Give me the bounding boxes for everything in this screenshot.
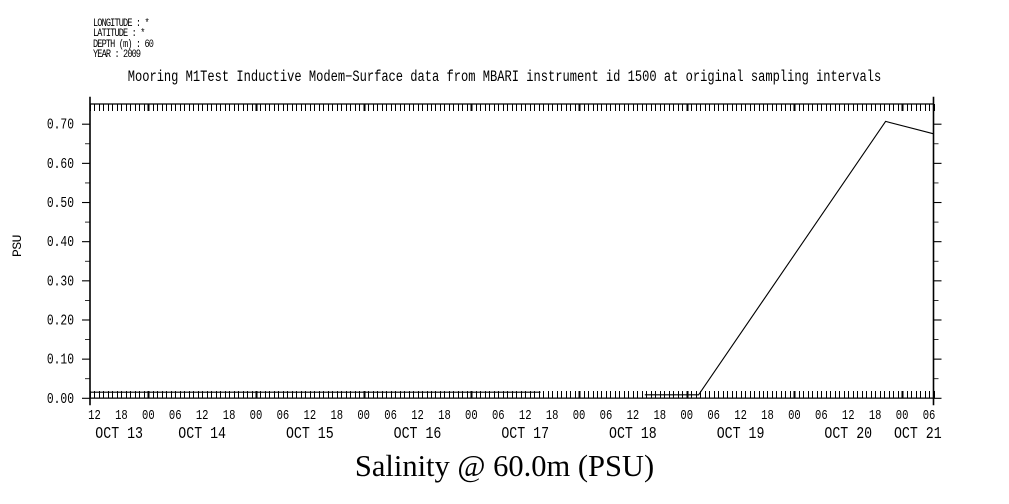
svg-text:OCT 18: OCT 18 (609, 424, 657, 444)
svg-text:00: 00 (357, 408, 370, 424)
svg-text:OCT 21: OCT 21 (894, 424, 942, 444)
svg-text:00: 00 (465, 408, 478, 424)
svg-text:OCT 20: OCT 20 (824, 424, 872, 444)
svg-text:0.20: 0.20 (47, 312, 74, 329)
svg-text:06: 06 (600, 408, 613, 424)
svg-text:18: 18 (438, 408, 451, 424)
svg-text:12: 12 (734, 408, 747, 424)
svg-text:OCT 19: OCT 19 (717, 424, 765, 444)
svg-text:18: 18 (546, 408, 559, 424)
svg-text:06: 06 (169, 408, 182, 424)
svg-text:00: 00 (250, 408, 263, 424)
svg-text:00: 00 (142, 408, 155, 424)
svg-text:12: 12 (304, 408, 317, 424)
svg-text:06: 06 (923, 408, 936, 424)
svg-text:0.30: 0.30 (47, 273, 74, 290)
svg-text:06: 06 (815, 408, 828, 424)
svg-text:06: 06 (707, 408, 720, 424)
svg-text:OCT 13: OCT 13 (95, 424, 143, 444)
svg-text:18: 18 (653, 408, 666, 424)
svg-text:0.50: 0.50 (47, 195, 74, 212)
svg-text:OCT 17: OCT 17 (501, 424, 549, 444)
svg-text:00: 00 (896, 408, 909, 424)
svg-text:18: 18 (330, 408, 343, 424)
svg-text:12: 12 (88, 408, 101, 424)
svg-text:06: 06 (492, 408, 505, 424)
svg-text:12: 12 (627, 408, 640, 424)
svg-text:00: 00 (573, 408, 586, 424)
svg-text:0.00: 0.00 (47, 391, 74, 408)
svg-text:18: 18 (223, 408, 236, 424)
svg-text:18: 18 (869, 408, 882, 424)
svg-text:0.60: 0.60 (47, 156, 74, 173)
svg-text:0.70: 0.70 (47, 116, 74, 133)
svg-text:00: 00 (788, 408, 801, 424)
svg-text:12: 12 (519, 408, 532, 424)
svg-text:00: 00 (680, 408, 693, 424)
svg-text:12: 12 (196, 408, 209, 424)
svg-text:12: 12 (842, 408, 855, 424)
svg-text:18: 18 (761, 408, 774, 424)
svg-text:0.10: 0.10 (47, 351, 74, 368)
svg-text:18: 18 (115, 408, 128, 424)
svg-text:12: 12 (411, 408, 424, 424)
svg-text:OCT 16: OCT 16 (394, 424, 442, 444)
svg-text:OCT 15: OCT 15 (286, 424, 334, 444)
svg-text:06: 06 (384, 408, 397, 424)
svg-text:06: 06 (277, 408, 290, 424)
svg-text:OCT 14: OCT 14 (178, 424, 226, 444)
svg-text:0.40: 0.40 (47, 234, 74, 251)
